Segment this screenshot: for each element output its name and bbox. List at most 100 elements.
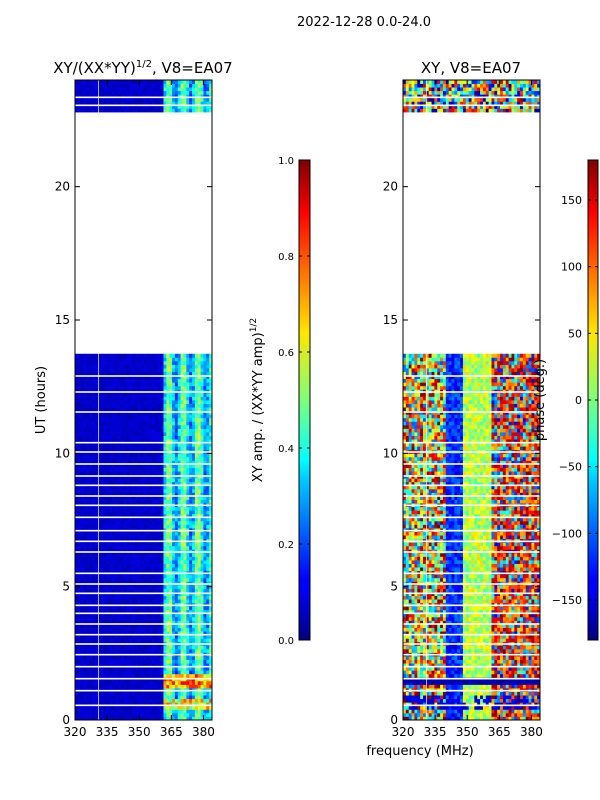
heatmap-cell: [189, 432, 193, 436]
heatmap-cell: [140, 392, 144, 397]
heatmap-cell: [94, 513, 99, 518]
heatmap-cell: [129, 599, 133, 604]
heatmap-cell: [117, 698, 122, 703]
heatmap-cell: [89, 588, 93, 593]
heatmap-cell: [180, 599, 184, 604]
heatmap-cell: [117, 531, 122, 536]
heatmap-cell: [120, 400, 124, 404]
heatmap-cell: [180, 645, 184, 650]
heatmap-cell: [132, 396, 136, 401]
heatmap-cell: [103, 485, 107, 490]
heatmap-cell: [75, 375, 79, 380]
heatmap-cell: [200, 517, 204, 522]
heatmap-cell: [94, 488, 99, 493]
heatmap-cell: [166, 634, 170, 639]
heatmap-cell: [189, 560, 193, 564]
heatmap-cell: [166, 616, 170, 621]
heatmap-cell: [77, 108, 82, 113]
heatmap-cell: [183, 442, 187, 447]
heatmap-cell: [160, 670, 164, 675]
heatmap-cell: [117, 385, 122, 390]
heatmap-cell: [166, 552, 170, 557]
heatmap-cell: [163, 702, 167, 707]
heatmap-cell: [140, 606, 144, 611]
heatmap-cell: [160, 403, 164, 408]
heatmap-cell: [203, 421, 207, 426]
heatmap-cell: [83, 577, 87, 582]
heatmap-cell: [80, 709, 84, 714]
heatmap-cell: [106, 613, 110, 618]
heatmap-cell: [80, 613, 84, 618]
heatmap-cell: [152, 563, 156, 568]
heatmap-cell: [194, 556, 199, 561]
heatmap-cell: [97, 378, 102, 383]
heatmap-cell: [134, 663, 139, 668]
heatmap-cell: [157, 702, 162, 707]
heatmap-cell: [186, 499, 190, 504]
heatmap-cell: [80, 456, 84, 461]
heatmap-cell: [134, 435, 139, 440]
heatmap-cell: [209, 417, 212, 422]
heatmap-cell: [154, 691, 159, 696]
heatmap-cell: [174, 563, 179, 568]
heatmap-cell: [154, 609, 159, 614]
heatmap-cell: [160, 556, 164, 561]
heatmap-cell: [200, 360, 204, 365]
heatmap-cell: [106, 599, 110, 604]
heatmap-cell: [203, 524, 207, 529]
heatmap-cell: [152, 599, 156, 604]
heatmap-cell: [192, 385, 196, 390]
heatmap-cell: [174, 645, 179, 650]
heatmap-cell: [137, 609, 142, 614]
heatmap-cell: [206, 563, 210, 568]
heatmap-cell: [109, 648, 113, 653]
heatmap-cell: [186, 663, 190, 668]
heatmap-cell: [80, 108, 84, 113]
heatmap-cell: [77, 428, 82, 433]
heatmap-cell: [192, 716, 196, 720]
heatmap-cell: [154, 620, 159, 625]
heatmap-cell: [186, 421, 190, 426]
heatmap-cell: [100, 424, 104, 429]
heatmap-cell: [174, 435, 179, 440]
heatmap-cell: [189, 439, 193, 444]
heatmap-cell: [183, 371, 187, 376]
heatmap-cell: [97, 385, 102, 390]
panel-amplitude-title: XY/(XX*YY)1/2, V8=EA07: [53, 59, 232, 77]
heatmap-cell: [200, 364, 204, 369]
heatmap-cell: [180, 563, 184, 568]
heatmap-cell: [200, 634, 204, 639]
heatmap-cell: [106, 471, 110, 476]
heatmap-cell: [183, 446, 187, 451]
heatmap-cell: [106, 584, 110, 589]
heatmap-cell: [157, 400, 162, 404]
heatmap-cell: [75, 648, 79, 653]
heatmap-cell: [192, 588, 196, 593]
heatmap-cell: [146, 360, 150, 365]
heatmap-cell: [103, 616, 107, 621]
heatmap-cell: [177, 574, 181, 579]
heatmap-cell: [97, 478, 102, 483]
heatmap-cell: [77, 392, 82, 397]
heatmap-cell: [77, 588, 82, 593]
heatmap-cell: [134, 378, 139, 383]
heatmap-cell: [152, 439, 156, 444]
heatmap-cell: [146, 371, 150, 376]
heatmap-cell: [194, 673, 199, 678]
heatmap-cell: [140, 695, 144, 700]
heatmap-cell: [149, 371, 153, 376]
heatmap-cell: [126, 520, 130, 525]
heatmap-cell: [109, 535, 113, 540]
heatmap-cell: [109, 396, 113, 401]
heatmap-cell: [129, 435, 133, 440]
heatmap-cell: [189, 403, 193, 408]
heatmap-cell: [140, 371, 144, 376]
heatmap-cell: [120, 421, 124, 426]
heatmap-cell: [169, 716, 173, 720]
heatmap-cell: [209, 609, 212, 614]
heatmap-cell: [114, 691, 119, 696]
heatmap-cell: [160, 577, 164, 582]
heatmap-cell: [143, 616, 147, 621]
heatmap-cell: [89, 371, 93, 376]
heatmap-cell: [206, 574, 210, 579]
